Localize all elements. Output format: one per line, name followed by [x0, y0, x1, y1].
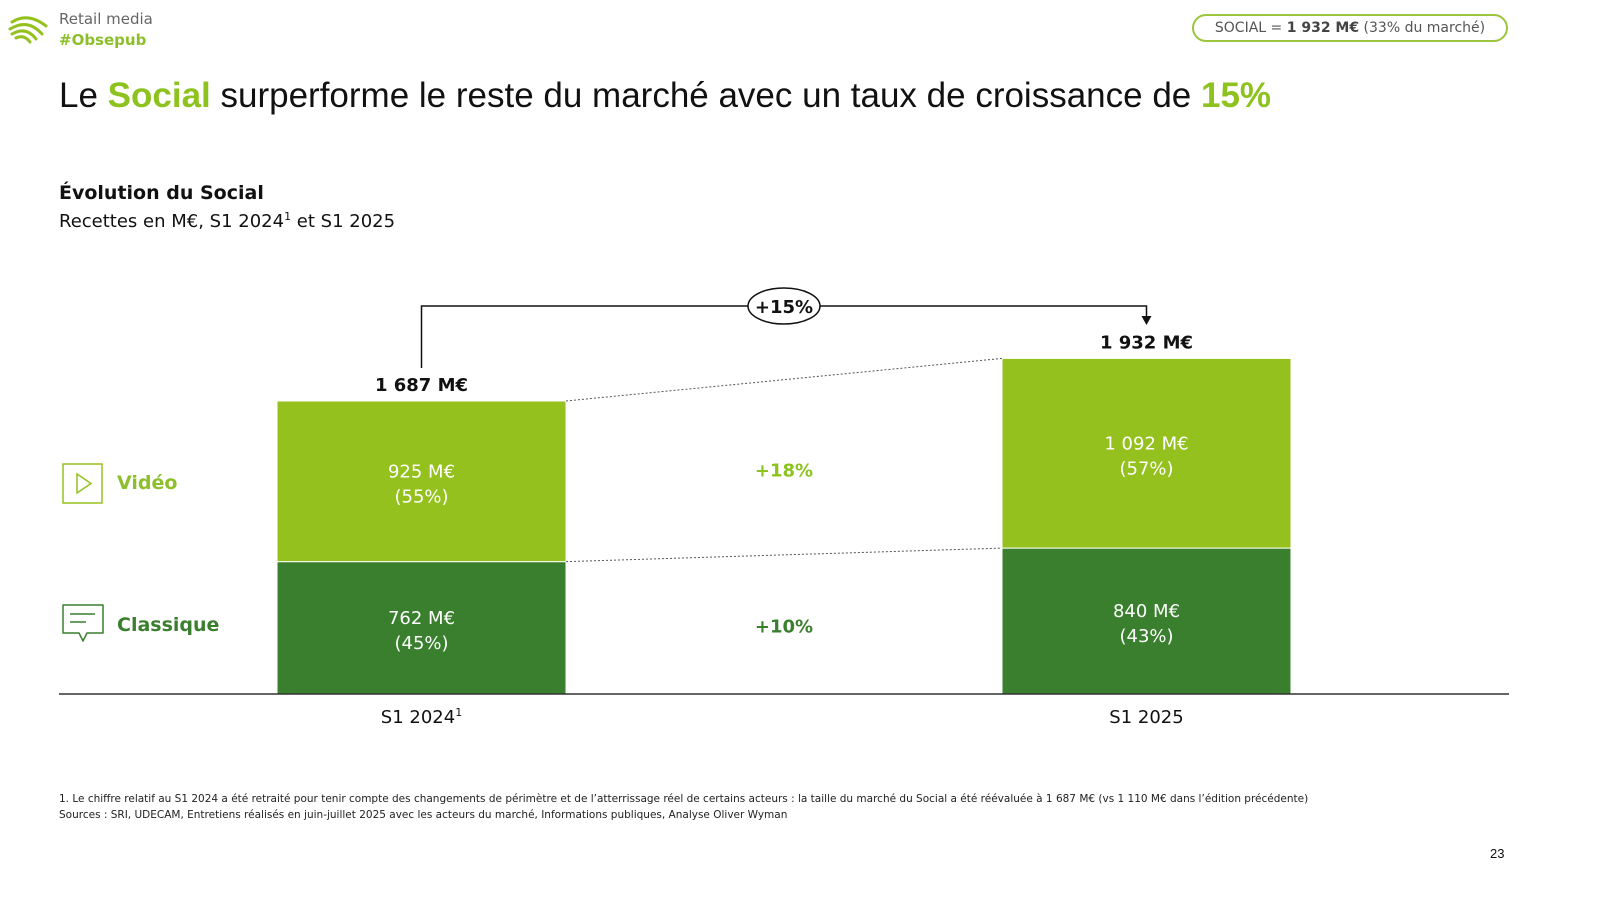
brand-hashtag: #Obsepub — [59, 31, 147, 49]
bar-value-label: 1 092 M€ — [1104, 433, 1188, 454]
stacked-bar-chart: 762 M€ (45%) 925 M€ (55%) 1 687 M€ S1 20241 84… — [59, 287, 1509, 728]
bar-value-label: 840 M€ — [1113, 601, 1180, 622]
bar-percent-label: (55%) — [394, 486, 448, 507]
connector-split — [565, 547, 1003, 563]
legend-video: Vidéo — [117, 472, 178, 494]
bar-total-label: 1 687 M€ — [375, 375, 468, 396]
page-number: 23 — [1490, 846, 1505, 861]
social-badge: SOCIAL = 1 932 M€ (33% du marché) — [1192, 14, 1508, 42]
badge-suffix: (33% du marché) — [1359, 20, 1486, 36]
bar-percent-label: (57%) — [1119, 458, 1173, 479]
arrow-head-icon — [1141, 316, 1152, 325]
growth-classique: +10% — [755, 616, 813, 637]
bar-value-label: 762 M€ — [388, 608, 455, 629]
growth-total: +15% — [755, 297, 813, 318]
chat-message-icon — [62, 604, 104, 642]
badge-value: 1 932 M€ — [1286, 20, 1360, 36]
legend-classique: Classique — [117, 614, 220, 636]
growth-bubble — [747, 287, 821, 325]
footnote-sources: Sources : SRI, UDECAM, Entretiens réalis… — [59, 809, 788, 821]
brand-name: Retail media — [59, 10, 153, 28]
obsepub-logo-icon — [8, 16, 48, 44]
bar-value-label: 925 M€ — [388, 461, 455, 482]
chart-heading: Évolution du Social — [59, 182, 264, 204]
video-play-icon — [62, 463, 103, 504]
bar-vidéo — [1001, 357, 1292, 549]
bar-percent-label: (43%) — [1119, 626, 1173, 647]
bar-classique — [276, 561, 567, 695]
growth-video: +18% — [755, 460, 813, 481]
category-label: S1 20241 — [381, 706, 462, 728]
page-title: Le Social surperforme le reste du marché… — [59, 76, 1272, 115]
category-label: S1 2025 — [1109, 707, 1183, 728]
badge-prefix: SOCIAL = — [1214, 20, 1287, 36]
bar-total-label: 1 932 M€ — [1100, 332, 1193, 353]
chart-subheading: Recettes en M€, S1 20241 et S1 2025 — [59, 210, 396, 232]
bar-percent-label: (45%) — [394, 633, 448, 654]
connector-top — [565, 357, 1003, 402]
footnote-1: 1. Le chiffre relatif au S1 2024 a été r… — [59, 793, 1309, 805]
bar-vidéo — [276, 400, 567, 563]
bar-classique — [1001, 547, 1292, 695]
